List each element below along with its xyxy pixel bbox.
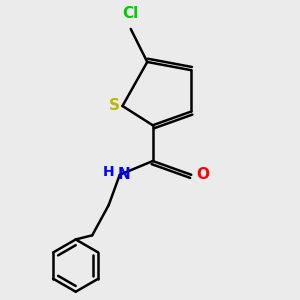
Text: Cl: Cl [123, 6, 139, 21]
Text: O: O [196, 167, 209, 182]
Text: S: S [109, 98, 120, 113]
Text: H: H [103, 165, 115, 179]
Text: N: N [118, 167, 130, 182]
